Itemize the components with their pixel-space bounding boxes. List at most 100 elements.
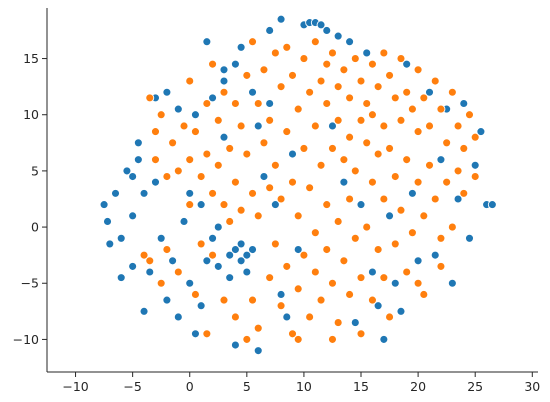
scatter-point — [213, 160, 223, 170]
scatter-point — [253, 121, 263, 131]
scatter-point — [288, 177, 297, 187]
x-tick-label: 30 — [524, 379, 540, 394]
scatter-point — [265, 99, 275, 108]
scatter-point — [396, 306, 406, 316]
scatter-point — [173, 267, 183, 277]
scatter-point — [316, 295, 326, 305]
scatter-point — [379, 334, 389, 344]
scatter-point — [305, 183, 315, 193]
scatter-point — [356, 329, 366, 339]
scatter-point — [173, 166, 183, 176]
scatter-point — [425, 87, 434, 97]
scatter-point — [128, 172, 138, 181]
scatter-point — [162, 295, 172, 305]
scatter-point — [350, 233, 360, 243]
scatter-point — [367, 267, 377, 277]
x-tick-label: −5 — [123, 379, 141, 394]
scatter-point — [185, 278, 195, 288]
scatter-point — [219, 87, 229, 97]
y-tick-label: 15 — [23, 51, 39, 66]
scatter-point — [248, 245, 257, 254]
scatter-point — [299, 143, 309, 153]
scatter-point — [367, 59, 377, 69]
scatter-point — [225, 143, 235, 153]
scatter-point — [362, 138, 372, 148]
scatter-point — [305, 312, 315, 322]
scatter-point — [259, 138, 269, 148]
scatter-point — [230, 245, 240, 254]
scatter-point — [259, 65, 269, 75]
scatter-point — [282, 42, 292, 52]
scatter-point — [236, 205, 246, 215]
scatter-point — [385, 70, 395, 80]
scatter-point — [225, 273, 235, 283]
scatter-point — [270, 160, 280, 170]
scatter-point — [248, 87, 257, 97]
scatter-point — [225, 217, 235, 226]
scatter-point — [145, 267, 155, 277]
scatter-point — [208, 233, 218, 243]
scatter-point — [322, 99, 332, 108]
scatter-point — [202, 149, 212, 159]
scatter-point — [282, 127, 292, 137]
scatter-point — [362, 99, 372, 108]
x-tick-label: 0 — [186, 379, 194, 394]
scatter-point — [413, 127, 423, 137]
scatter-point — [156, 233, 166, 243]
scatter-point — [293, 245, 303, 254]
scatter-point — [202, 329, 212, 339]
scatter-point — [396, 115, 406, 125]
scatter-point — [425, 121, 434, 131]
scatter-point — [99, 200, 109, 210]
scatter-point — [316, 20, 326, 30]
scatter-point — [328, 121, 337, 131]
scatter-point — [265, 183, 275, 193]
scatter-point — [288, 329, 297, 339]
scatter-point — [362, 222, 372, 232]
scatter-point — [350, 318, 360, 328]
scatter-point — [345, 132, 355, 142]
scatter-point — [465, 233, 474, 243]
scatter-point — [242, 149, 252, 159]
axes: −10 −5 0 5 10 15 20 25 30 −10 −5 0 5 10 15 — [13, 8, 540, 394]
scatter-point — [225, 250, 235, 260]
x-axis-ticks: −10 −5 0 5 10 15 20 25 30 — [62, 372, 540, 394]
scatter-point — [242, 70, 252, 80]
y-tick-label: 0 — [31, 220, 39, 235]
scatter-point — [265, 273, 275, 283]
scatter-point — [173, 312, 183, 322]
scatter-point — [162, 245, 172, 254]
scatter-point — [116, 233, 126, 243]
scatter-point — [442, 177, 452, 187]
scatter-point — [379, 121, 389, 131]
scatter-point — [328, 48, 337, 58]
points-layer — [99, 14, 497, 356]
x-tick-label: 10 — [296, 379, 312, 394]
scatter-point — [265, 26, 275, 35]
scatter-point — [293, 284, 303, 294]
scatter-point — [185, 188, 195, 198]
scatter-point — [282, 261, 292, 271]
scatter-point — [122, 166, 132, 176]
scatter-point — [190, 329, 200, 339]
scatter-point — [339, 155, 349, 165]
scatter-point — [345, 290, 355, 299]
series-0-points — [99, 14, 497, 356]
scatter-point — [447, 222, 457, 232]
scatter-point — [253, 346, 263, 356]
scatter-point — [322, 59, 332, 69]
scatter-point — [407, 228, 417, 238]
scatter-point — [230, 177, 240, 187]
scatter-point — [219, 200, 229, 210]
scatter-point — [103, 217, 112, 226]
scatter-point — [379, 194, 389, 204]
scatter-point — [128, 261, 138, 271]
scatter-point — [310, 267, 320, 277]
scatter-point — [196, 301, 206, 311]
scatter-point — [436, 104, 446, 114]
scatter-point — [396, 54, 406, 64]
scatter-point — [459, 143, 469, 153]
scatter-point — [470, 160, 480, 170]
scatter-point — [248, 188, 257, 198]
scatter-point — [356, 115, 366, 125]
